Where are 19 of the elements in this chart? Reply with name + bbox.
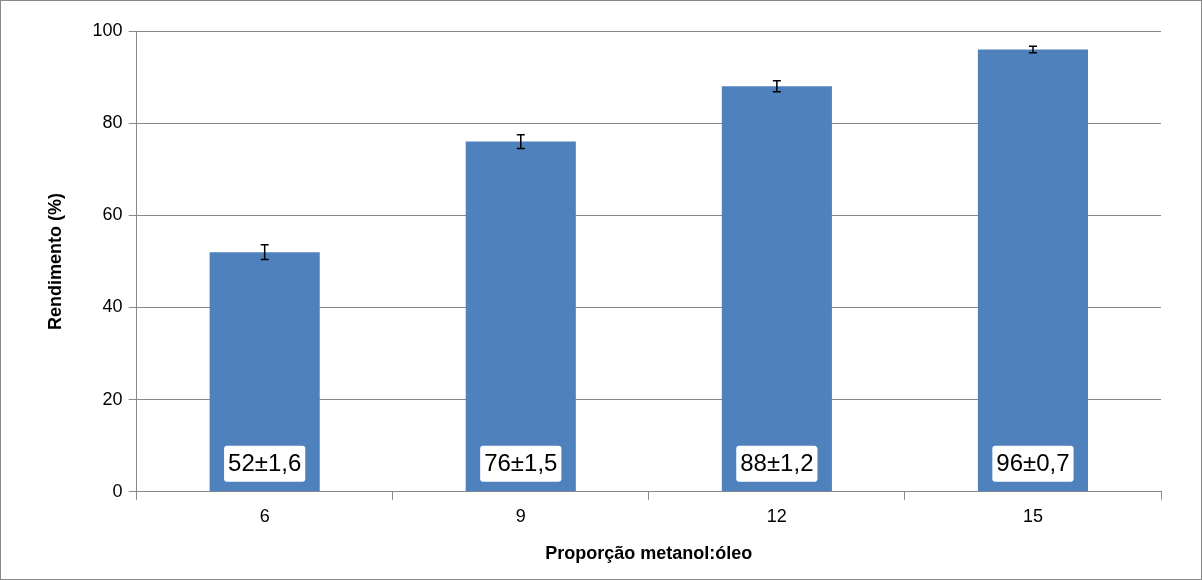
data-label: 96±0,7 — [996, 449, 1070, 477]
y-tick-label: 0 — [112, 480, 123, 501]
y-tick-label: 40 — [102, 296, 123, 317]
bar — [465, 141, 576, 492]
y-tick-label: 60 — [102, 204, 123, 225]
data-label: 52±1,6 — [228, 449, 302, 477]
x-tick-label: 15 — [1022, 505, 1043, 526]
x-tick-label: 9 — [515, 505, 526, 526]
data-label: 88±1,2 — [740, 449, 814, 477]
bar — [721, 86, 832, 492]
data-label: 76±1,5 — [484, 449, 558, 477]
y-tick-label: 80 — [102, 112, 123, 133]
x-tick-label: 6 — [259, 505, 270, 526]
bar — [977, 49, 1089, 492]
x-axis-title: Proporção metanol:óleo — [545, 543, 753, 564]
x-tick-label: 12 — [766, 505, 787, 526]
y-tick-label: 100 — [92, 19, 123, 40]
y-axis-title: Rendimento (%) — [44, 192, 65, 330]
y-tick-label: 20 — [102, 388, 123, 409]
